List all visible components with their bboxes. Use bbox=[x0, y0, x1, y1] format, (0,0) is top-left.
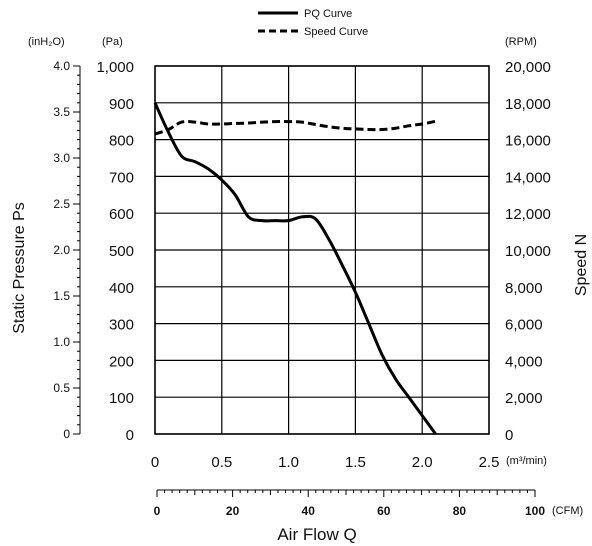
x-cfm-tick-label: 0 bbox=[154, 504, 161, 518]
y-inh2o-tick-label: 0 bbox=[63, 427, 70, 441]
y-rpm-tick-label: 0 bbox=[505, 427, 513, 444]
y-pa-tick-label: 800 bbox=[109, 133, 134, 150]
pq-curve-line bbox=[153, 102, 437, 435]
y-rpm-tick-label: 6,000 bbox=[505, 317, 543, 334]
y-inh2o-tick-label: 2.5 bbox=[53, 197, 70, 211]
y-inh2o-tick-label: 4.0 bbox=[53, 59, 70, 73]
x-m3-tick-label: 1.0 bbox=[278, 454, 299, 471]
y-rpm-tick-label: 18,000 bbox=[505, 96, 551, 113]
x-m3-tick-label: 2.0 bbox=[412, 454, 433, 471]
plot-border bbox=[154, 65, 490, 435]
left-outer-unit: (inH₂O) bbox=[28, 36, 65, 48]
y-rpm-tick-label: 10,000 bbox=[505, 243, 551, 260]
x-cfm-tick-label: 60 bbox=[377, 504, 391, 518]
y-pa-tick-label: 900 bbox=[109, 96, 134, 113]
y-inh2o-tick-label: 1.0 bbox=[53, 335, 70, 349]
x-cfm-tick-label: 80 bbox=[453, 504, 467, 518]
y-pa-tick-label: 500 bbox=[109, 243, 134, 260]
x-cfm-tick-label: 40 bbox=[302, 504, 316, 518]
x-axis-title: Air Flow Q bbox=[277, 525, 356, 544]
x-m3-tick-label: 1.5 bbox=[345, 454, 366, 471]
x-m3-unit: (m³/min) bbox=[506, 455, 547, 467]
legend-pq-label: PQ Curve bbox=[304, 8, 352, 20]
y-pa-tick-label: 0 bbox=[126, 427, 134, 444]
x-cfm-tick-label: 100 bbox=[525, 504, 545, 518]
y-right-axis-title: Speed N bbox=[573, 234, 590, 296]
x-cfm-tick-label: 20 bbox=[226, 504, 240, 518]
y-rpm-tick-label: 8,000 bbox=[505, 280, 543, 297]
legend: PQ Curve Speed Curve bbox=[258, 8, 368, 38]
y-pa-tick-label: 600 bbox=[109, 206, 134, 223]
left-inner-unit: (Pa) bbox=[102, 36, 123, 48]
axis-layer: 01002003004005006007008009001,00000.51.0… bbox=[53, 59, 551, 518]
y-rpm-tick-label: 12,000 bbox=[505, 206, 551, 223]
y-pa-tick-label: 100 bbox=[109, 390, 134, 407]
plot-frame bbox=[154, 65, 490, 435]
y-left-axis-title: Static Pressure Ps bbox=[11, 202, 28, 334]
y-rpm-tick-label: 16,000 bbox=[505, 133, 551, 150]
x-m3-tick-label: 0 bbox=[151, 454, 159, 471]
y-inh2o-tick-label: 1.5 bbox=[53, 289, 70, 303]
y-rpm-tick-label: 14,000 bbox=[505, 169, 551, 186]
y-pa-tick-label: 700 bbox=[109, 169, 134, 186]
right-unit: (RPM) bbox=[505, 36, 537, 48]
series-layer bbox=[153, 102, 437, 435]
y-inh2o-tick-label: 3.5 bbox=[53, 105, 70, 119]
y-rpm-tick-label: 4,000 bbox=[505, 353, 543, 370]
speed-curve-line bbox=[154, 119, 436, 136]
grid-layer bbox=[154, 65, 490, 435]
x-m3-tick-label: 0.5 bbox=[211, 454, 232, 471]
y-inh2o-tick-label: 0.5 bbox=[53, 381, 70, 395]
y-pa-tick-label: 200 bbox=[109, 353, 134, 370]
y-pa-tick-label: 1,000 bbox=[96, 59, 134, 76]
legend-speed-label: Speed Curve bbox=[304, 26, 368, 38]
x-m3-tick-label: 2.5 bbox=[479, 454, 500, 471]
y-inh2o-tick-label: 3.0 bbox=[53, 151, 70, 165]
y-inh2o-tick-label: 2.0 bbox=[53, 243, 70, 257]
y-pa-tick-label: 400 bbox=[109, 280, 134, 297]
y-pa-tick-label: 300 bbox=[109, 317, 134, 334]
y-rpm-tick-label: 20,000 bbox=[505, 59, 551, 76]
y-rpm-tick-label: 2,000 bbox=[505, 390, 543, 407]
x-cfm-unit: (CFM) bbox=[552, 505, 583, 517]
